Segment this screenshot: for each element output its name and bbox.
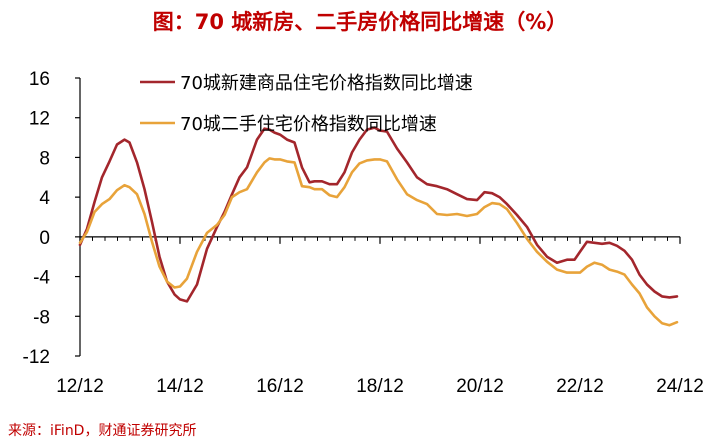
x-tick-label: 22/12 — [556, 376, 604, 397]
y-tick-label: 0 — [39, 228, 50, 249]
y-tick-label: 12 — [29, 109, 50, 130]
y-tick-label: 8 — [39, 148, 50, 169]
y-tick-label: -8 — [33, 307, 50, 328]
legend: 70城新建商品住宅价格指数同比增速 70城二手住宅价格指数同比增速 — [140, 73, 473, 135]
x-tick-label: 14/12 — [156, 376, 204, 397]
series-line-2 — [78, 157, 679, 327]
axes: 16 12 8 4 0 -4 -8 -12 12/12 14/12 16/12 18/12 20/12 2… — [23, 69, 704, 397]
y-tick-label: 4 — [39, 188, 50, 209]
x-tick-label: 18/12 — [356, 376, 404, 397]
x-tick-label: 12/12 — [56, 376, 104, 397]
x-tick-label: 20/12 — [456, 376, 504, 397]
x-tick-label: 16/12 — [256, 376, 304, 397]
series-layer — [78, 126, 679, 327]
y-tick-label: 16 — [29, 69, 50, 90]
x-tick-label: 24/12 — [656, 376, 704, 397]
y-tick-label: -12 — [23, 347, 50, 368]
series-line-1 — [78, 126, 679, 303]
y-tick-label: -4 — [33, 268, 50, 289]
source-note: 来源：iFinD，财通证券研究所 — [8, 423, 197, 439]
legend-label-1: 70城新建商品住宅价格指数同比增速 — [180, 73, 473, 94]
legend-label-2: 70城二手住宅价格指数同比增速 — [180, 114, 437, 135]
chart-title: 图：70 城新房、二手房价格同比增速（%） — [152, 10, 568, 34]
